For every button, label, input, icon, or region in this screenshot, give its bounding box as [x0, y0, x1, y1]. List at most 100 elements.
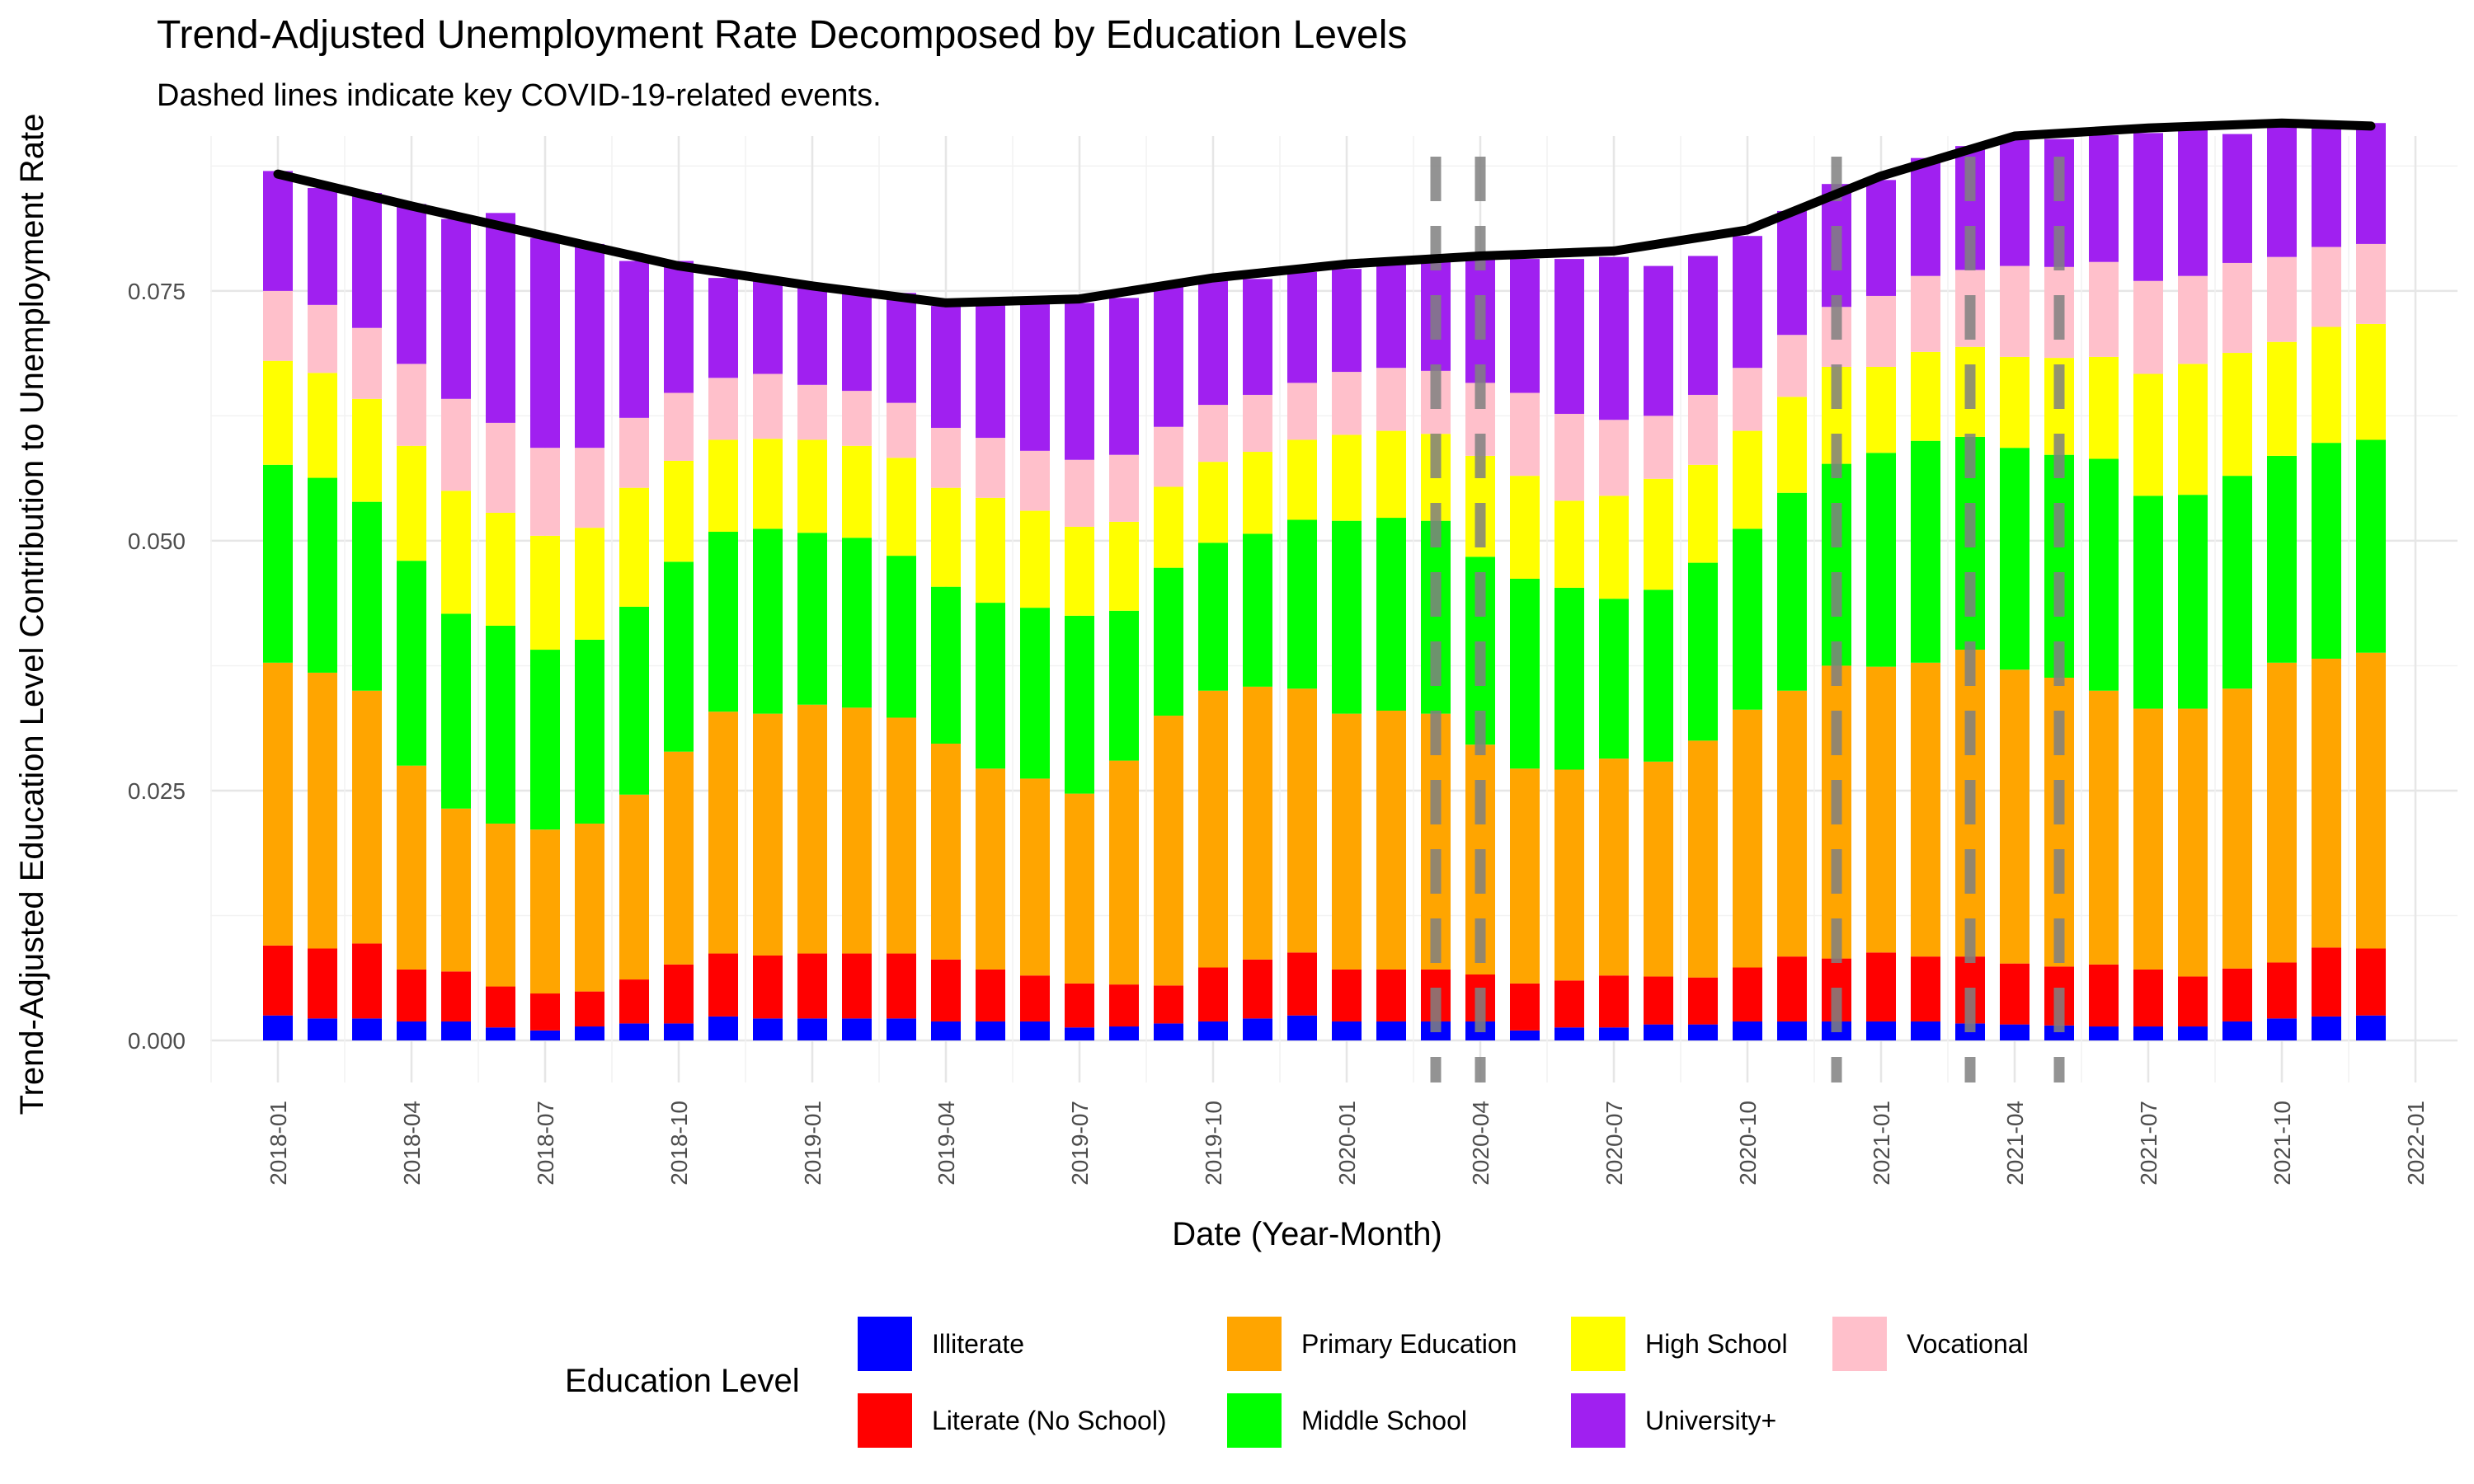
bar-segment-literate-no-school	[1599, 975, 1629, 1028]
bar-segment-illiterate	[397, 1021, 426, 1040]
x-tick-label: 2019-04	[934, 1101, 959, 1186]
bar-segment-university	[976, 304, 1005, 439]
bar-segment-university	[842, 290, 872, 392]
bar-segment-middle-school	[2000, 448, 2030, 670]
y-axis-title: Trend-Adjusted Education Level Contribut…	[14, 114, 50, 1115]
x-tick-label: 2020-04	[1468, 1101, 1493, 1186]
bar-segment-high-school	[2222, 353, 2252, 477]
bar-segment-vocational	[1287, 383, 1317, 440]
bar-segment-primary-education	[575, 823, 604, 992]
bar-segment-literate-no-school	[887, 953, 916, 1019]
bar-segment-high-school	[397, 445, 426, 561]
bar-segment-high-school	[842, 445, 872, 538]
bar-segment-vocational	[664, 392, 694, 461]
bar-segment-illiterate	[575, 1026, 604, 1040]
bar-segment-high-school	[931, 487, 961, 587]
bar-segment-primary-education	[2312, 658, 2341, 948]
legend-swatch-vocational	[1832, 1317, 1887, 1371]
bar-segment-illiterate	[1376, 1021, 1406, 1040]
bar-segment-primary-education	[619, 794, 649, 980]
bar-segment-illiterate	[1777, 1021, 1807, 1040]
chart-subtitle: Dashed lines indicate key COVID-19-relat…	[157, 78, 882, 113]
bar-segment-illiterate	[1287, 1015, 1317, 1040]
bar-segment-literate-no-school	[1020, 975, 1050, 1021]
bar-segment-university	[530, 237, 560, 448]
bar-segment-university	[2312, 124, 2341, 247]
x-axis-title: Date (Year-Month)	[1172, 1216, 1442, 1252]
x-tick-label: 2018-07	[533, 1101, 558, 1186]
bar-segment-vocational	[1376, 368, 1406, 431]
bar-segment-literate-no-school	[1287, 952, 1317, 1016]
bar-segment-illiterate	[2089, 1026, 2119, 1040]
bar-segment-literate-no-school	[2178, 976, 2208, 1027]
bar-segment-literate-no-school	[931, 959, 961, 1021]
bar-segment-illiterate	[976, 1021, 1005, 1040]
bar-segment-middle-school	[931, 586, 961, 744]
bar-segment-vocational	[263, 290, 293, 361]
legend-label-illiterate: Illiterate	[932, 1329, 1024, 1359]
bar-segment-literate-no-school	[1688, 977, 1718, 1025]
bar-segment-literate-no-school	[1243, 959, 1272, 1019]
bar-segment-middle-school	[575, 639, 604, 824]
bar-segment-middle-school	[1822, 463, 1851, 666]
bar-segment-middle-school	[2044, 454, 2074, 678]
bar-segment-illiterate	[1554, 1027, 1584, 1040]
bar-segment-high-school	[1332, 434, 1362, 521]
bar-segment-illiterate	[530, 1030, 560, 1040]
bar-segment-vocational	[1688, 394, 1718, 465]
bar-segment-literate-no-school	[664, 964, 694, 1024]
bar-segment-middle-school	[1688, 562, 1718, 741]
bar-segment-illiterate	[441, 1021, 471, 1040]
bar-segment-illiterate	[308, 1018, 337, 1040]
bar-segment-middle-school	[486, 625, 515, 824]
bar-segment-university	[1554, 259, 1584, 414]
bar-segment-high-school	[1154, 486, 1183, 568]
x-tick-label: 2018-10	[666, 1101, 692, 1186]
bar-segment-vocational	[530, 448, 560, 536]
bar-segment-primary-education	[931, 743, 961, 960]
bar-segment-literate-no-school	[263, 945, 293, 1016]
bar-segment-literate-no-school	[842, 953, 872, 1019]
bar-segment-primary-education	[486, 823, 515, 987]
y-tick-label: 0.025	[128, 778, 186, 804]
bar-segment-illiterate	[619, 1023, 649, 1040]
bar-segment-high-school	[352, 398, 382, 502]
bar-segment-literate-no-school	[1154, 985, 1183, 1024]
bar-segment-university	[1599, 256, 1629, 420]
bar-segment-illiterate	[753, 1018, 783, 1040]
bar-segment-high-school	[1733, 430, 1762, 529]
bar-segment-vocational	[441, 398, 471, 491]
x-tick-label: 2021-07	[2136, 1101, 2161, 1186]
bar-segment-middle-school	[530, 650, 560, 830]
legend-label-primary-education: Primary Education	[1301, 1329, 1517, 1359]
y-tick-label: 0.000	[128, 1028, 186, 1054]
bar-segment-primary-education	[1554, 769, 1584, 981]
legend-label-university: University+	[1645, 1406, 1776, 1435]
bar-segment-vocational	[708, 378, 738, 440]
x-tick-label: 2019-10	[1201, 1101, 1226, 1186]
bar-segment-illiterate	[931, 1021, 961, 1040]
bar-segment-middle-school	[1599, 599, 1629, 759]
bar-segment-vocational	[619, 417, 649, 488]
bar-segment-primary-education	[1376, 710, 1406, 970]
bar-segment-illiterate	[1644, 1024, 1673, 1040]
bar-segment-university	[2356, 123, 2386, 244]
bar-segment-middle-school	[1154, 567, 1183, 716]
x-tick-labels: 2018-01 2018-04 2018-07 2018-10 2019-01 2019-…	[266, 1101, 2429, 1186]
bar-segment-vocational	[931, 427, 961, 488]
event-lines	[1430, 157, 2065, 1082]
bar-segment-vocational	[1198, 405, 1228, 463]
bar-segment-literate-no-school	[397, 969, 426, 1021]
bar-segment-vocational	[1554, 413, 1584, 501]
bar-segment-middle-school	[2133, 495, 2163, 709]
bar-segment-middle-school	[1644, 589, 1673, 762]
bar-segment-university	[664, 261, 694, 393]
bar-segment-primary-education	[2356, 652, 2386, 949]
bar-segment-middle-school	[1332, 520, 1362, 714]
bar-segment-primary-education	[1154, 716, 1183, 986]
bar-segment-illiterate	[2222, 1021, 2252, 1040]
bar-segment-middle-school	[352, 501, 382, 691]
bar-segment-middle-school	[1243, 533, 1272, 687]
bar-segment-primary-education	[2089, 690, 2119, 965]
bar-segment-primary-education	[1332, 713, 1362, 970]
